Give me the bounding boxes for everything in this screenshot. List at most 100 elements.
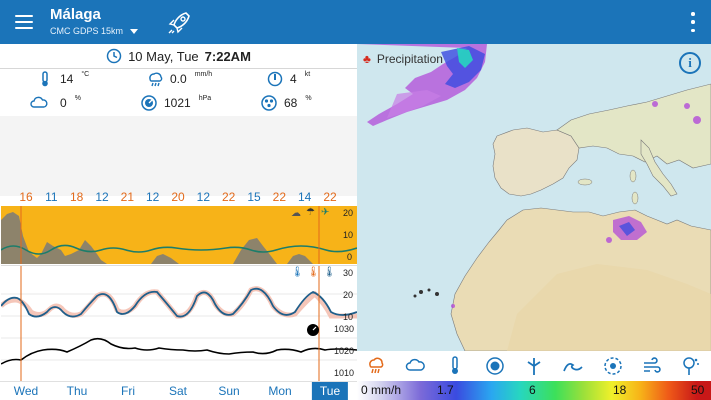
cloud-value: 0 — [60, 96, 67, 110]
maple-leaf-icon: ♣ — [363, 52, 371, 66]
rain-layer-icon: ☂ — [306, 207, 315, 218]
cloud-icon[interactable] — [403, 353, 429, 379]
precipitation-map[interactable]: ♣ Precipitation i — [357, 44, 711, 351]
model-label: CMC GDPS 15km — [50, 26, 124, 36]
cloud-icon — [30, 96, 48, 108]
temperature-pressure-chart[interactable]: 🌡 🌡 🌡 30 20 10 1030 1020 1010 — [1, 265, 357, 381]
hourly-value: 18 — [69, 190, 84, 204]
legend-tick-1: 1.7 — [437, 383, 454, 397]
day-tab-fri[interactable]: Fri — [121, 384, 135, 398]
humidity-unit: % — [305, 94, 312, 102]
axis-top-2: 10 — [343, 230, 354, 240]
storm-icon[interactable] — [600, 353, 626, 379]
hourly-value: 12 — [196, 190, 211, 204]
app-bar: Málaga CMC GDPS 15km — [0, 0, 711, 44]
chevron-down-icon — [130, 28, 139, 34]
hourly-value: 21 — [120, 190, 135, 204]
hourly-value: 20 — [171, 190, 185, 204]
hourly-value: 22 — [221, 190, 236, 204]
wind-gust-icon[interactable] — [639, 353, 665, 379]
precipitation-unit: mm/h — [194, 70, 213, 78]
forecast-panel: 10 May, Tue 7:22AM 14 °C 0.0 mm/h 4 kt 0% 1… — [0, 44, 357, 400]
cloud-unit: % — [74, 94, 81, 102]
thermometer-icon: 🌡 — [323, 267, 336, 278]
day-tab-tue[interactable]: Tue — [311, 382, 349, 400]
cloud-stat: 0% — [30, 93, 81, 113]
map-layer-label: Precipitation — [376, 52, 443, 66]
hourly-value: 14 — [297, 190, 312, 204]
location-title[interactable]: Málaga — [50, 6, 101, 23]
day-tab-mon[interactable]: Mon — [268, 384, 292, 398]
pressure-value: 1021 — [164, 96, 191, 110]
hourly-value: 22 — [323, 190, 337, 204]
precipitation-value: 0.0 — [170, 72, 187, 86]
temperature-pressure-plot — [1, 266, 357, 381]
legend-tick-4: 50 — [691, 383, 705, 397]
graph-background — [0, 116, 357, 196]
menu-icon[interactable] — [8, 7, 40, 37]
humidity-icon — [261, 95, 277, 111]
pressure-gauge-icon[interactable] — [482, 353, 508, 379]
cloud-wind-chart[interactable]: ☁ ☂ ✈ 20 10 0 — [1, 206, 357, 264]
date-label: 10 May, Tue — [128, 48, 199, 64]
axis-temp-2: 20 — [343, 290, 354, 300]
info-icon[interactable]: i — [679, 52, 701, 74]
model-select[interactable]: CMC GDPS 15km — [50, 26, 139, 36]
precipitation-legend: 0 mm/h 1.7 6 18 50 — [357, 381, 711, 400]
wind-layer-icon: ✈ — [321, 207, 330, 218]
thermometer-icon[interactable] — [442, 353, 468, 379]
legend-tick-3: 18 — [613, 383, 627, 397]
hourly-value: 11 — [45, 190, 58, 204]
legend-tick-2: 6 — [529, 383, 536, 397]
wind-value: 4 — [290, 72, 297, 86]
axis-pressure-2: 1020 — [334, 346, 355, 356]
hourly-values-row: 16 11 18 12 21 12 20 12 22 15 22 14 22 — [0, 190, 357, 206]
pressure-unit: hPa — [198, 94, 212, 102]
pressure-stat: 1021 hPa — [140, 93, 211, 113]
day-tab-wed[interactable]: Wed — [13, 384, 39, 398]
wave-icon[interactable] — [560, 353, 586, 379]
dewpoint-icon: 🌡 — [291, 267, 304, 278]
cloud-layer-icon: ☁ — [291, 208, 301, 219]
current-datetime: 10 May, Tue 7:22AM — [0, 46, 357, 66]
axis-temp-1: 30 — [343, 268, 354, 278]
pressure-gauge-icon — [141, 95, 157, 111]
axis-pressure-1: 1030 — [334, 324, 355, 334]
day-selector: Wed Thu Fri Sat Sun Mon Tue — [0, 381, 357, 400]
layer-toolbar — [357, 351, 711, 381]
clock-icon — [106, 48, 122, 64]
map-canvas — [357, 44, 711, 351]
axis-temp-3: 10 — [343, 312, 354, 322]
more-options-icon[interactable] — [689, 12, 697, 32]
tree-pollen-icon[interactable] — [678, 353, 704, 379]
hourly-value: 12 — [145, 190, 160, 204]
wind-turbine-icon[interactable] — [521, 353, 547, 379]
axis-top-1: 20 — [343, 208, 354, 218]
temperature-unit: °C — [81, 70, 90, 78]
hourly-value: 16 — [19, 190, 33, 204]
humidity-value: 68 — [284, 96, 298, 110]
hourly-value: 12 — [95, 190, 109, 204]
day-tab-sat[interactable]: Sat — [168, 384, 188, 398]
temperature-layer-icon: 🌡 — [307, 267, 320, 278]
cloud-wind-plot — [1, 206, 357, 264]
hourly-value: 15 — [247, 190, 261, 204]
temperature-stat: 14 °C — [36, 69, 89, 89]
legend-unit-label: 0 mm/h — [361, 383, 402, 397]
axis-pressure-3: 1010 — [334, 368, 355, 378]
temperature-value: 14 — [60, 72, 74, 86]
day-tab-thu[interactable]: Thu — [66, 384, 88, 398]
wind-stat: 4 kt — [266, 69, 310, 89]
rocket-icon[interactable] — [166, 8, 194, 36]
time-label: 7:22AM — [204, 48, 251, 64]
precipitation-stat: 0.0 mm/h — [146, 69, 212, 89]
day-tab-sun[interactable]: Sun — [218, 384, 240, 398]
wind-unit: kt — [304, 70, 311, 78]
humidity-stat: 68% — [260, 93, 312, 113]
rain-icon[interactable] — [364, 353, 390, 379]
rain-icon — [149, 72, 163, 87]
map-title: ♣ Precipitation — [363, 52, 443, 66]
axis-top-3: 0 — [347, 252, 353, 262]
hourly-value: 22 — [272, 190, 287, 204]
legend-gradient — [357, 381, 711, 400]
